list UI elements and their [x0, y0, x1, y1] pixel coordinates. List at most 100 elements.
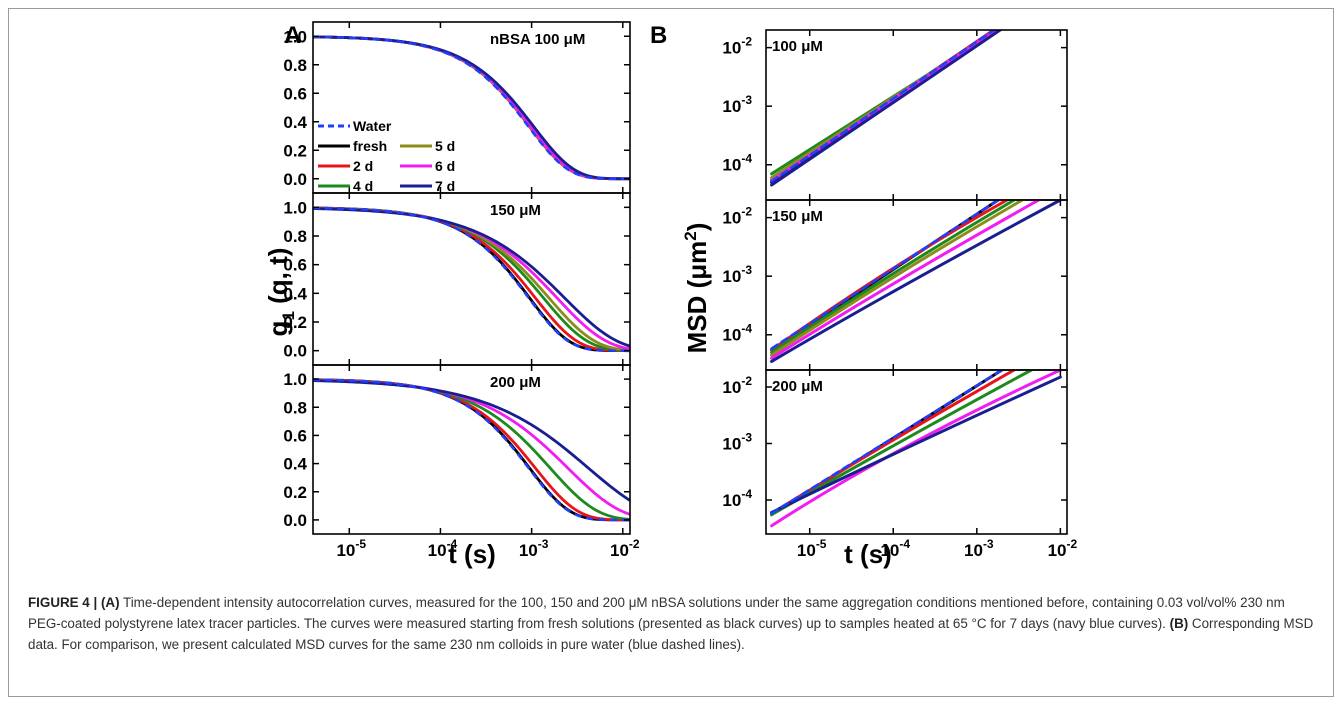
- panel-b-subplot-label-1: 150 μM: [772, 208, 823, 225]
- panel-b-frame-2: [765, 369, 1068, 535]
- panel-b-line-1-6d: [770, 200, 1041, 360]
- caption-b-label: (B): [1169, 616, 1189, 631]
- panel-a-ylabel-g: g: [263, 321, 293, 337]
- panel-a-xtick-label-1: 10-4: [428, 537, 458, 560]
- panel-a-lines-0: [313, 35, 630, 181]
- panel-b-ylabel-sup: 2: [681, 231, 700, 240]
- panel-b-xtick-label-1-exp: -4: [899, 537, 910, 551]
- panel-b-ytick-label-2-2-base: 10: [722, 378, 741, 397]
- panel-b-ytick-label-1-1-exp: -3: [741, 263, 752, 277]
- panel-a-legend-label-6: 7 d: [435, 178, 455, 194]
- panel-a-ytick-label-2-2: 0.4: [283, 455, 307, 474]
- panel-b-xtick-label-2-exp: -3: [983, 537, 994, 551]
- panel-a-line-2-7d: [313, 379, 630, 502]
- panel-b-xtick-label-2: 10-3: [964, 537, 994, 560]
- panel-b-frame-1: [765, 199, 1068, 371]
- panel-a-line-2-6d: [313, 378, 630, 516]
- panel-b-xtick-label-0-base: 10: [797, 541, 816, 560]
- panel-letter-b: B: [650, 22, 667, 49]
- panel-b-line-1-7d: [770, 200, 1062, 363]
- panel-b-line-1-Water: [770, 200, 1000, 350]
- panel-b-ytick-label-0-1: 10-3: [722, 93, 752, 116]
- panel-b-ytick-label-1-0: 10-4: [722, 322, 752, 345]
- panel-a-xtick-label-2-exp: -3: [538, 537, 549, 551]
- panel-a-subplot-1: 0.0 0.2 0.4 0.6 0.8 1.0 150 μM: [283, 192, 631, 366]
- panel-a-xtick-label-3: 10-2: [610, 537, 640, 560]
- panel-a-legend-label-5: 4 d: [353, 178, 373, 194]
- panel-b-ytick-label-0-2-base: 10: [722, 39, 741, 58]
- panel-b-ytick-label-1-0-base: 10: [722, 326, 741, 345]
- panel-a-subplot-label-0: nBSA 100 μM: [490, 31, 585, 48]
- panel-a-ytick-label-0-2: 0.4: [283, 113, 307, 132]
- panel-a-lines-1: [313, 206, 630, 353]
- panel-b-ytick-label-0-0: 10-4: [722, 152, 752, 175]
- panel-a-ytick-label-2-1: 0.2: [283, 483, 307, 502]
- caption-b-text: Corresponding MSD data. For comparison, …: [28, 616, 1314, 652]
- panel-b-subplot-label-0: 100 μM: [772, 38, 823, 55]
- panel-b-xtick-label-3-base: 10: [1048, 541, 1067, 560]
- panel-a-legend-label-1: fresh: [353, 138, 387, 154]
- panel-a-xtick-label-1-exp: -4: [447, 537, 458, 551]
- panel-b-subplot-1: 10-410-310-2 150 μM: [722, 199, 1068, 371]
- panel-b-ytick-label-0-0-base: 10: [722, 156, 741, 175]
- panel-a-lines-2: [313, 378, 630, 522]
- caption-a-label: (A): [100, 595, 120, 610]
- panel-a-xtick-label-0-exp: -5: [355, 537, 366, 551]
- panel-b-ylabel: MSD (μm2): [681, 223, 712, 354]
- panel-b-ytick-label-2-0: 10-4: [722, 487, 752, 510]
- panel-a-line-2-Water: [313, 378, 630, 522]
- panel-a-ytick-label-1-1: 0.2: [283, 313, 307, 332]
- panel-a-ytick-label-0-3: 0.6: [283, 84, 307, 103]
- panel-a-ytick-label-0-0: 0.0: [283, 170, 307, 189]
- panel-a-xtick-label-1-base: 10: [428, 541, 447, 560]
- panel-a-subplot-label-1: 150 μM: [490, 202, 541, 219]
- panel-a-xlabel: t (s): [448, 539, 496, 569]
- panel-b-ytick-label-2-2-exp: -2: [741, 374, 752, 388]
- panel-b-xtick-label-2-base: 10: [964, 541, 983, 560]
- panel-b-xtick-label-1: 10-4: [880, 537, 910, 560]
- panel-b-line-1-4d: [770, 200, 1016, 354]
- caption-a-text: Time-dependent intensity autocorrelation…: [28, 595, 1285, 631]
- panel-a-ytick-label-0-4: 0.8: [283, 56, 307, 75]
- panel-b-line-0-7d: [770, 30, 1002, 187]
- panel-b-lines-2: [770, 370, 1062, 528]
- panel-a-legend-label-0: Water: [353, 118, 392, 134]
- panel-b-ytick-label-1-2-base: 10: [722, 209, 741, 228]
- panel-b-ytick-label-2-1: 10-3: [722, 430, 752, 453]
- panel-b-subplot-2: 10-410-310-2 200 μM: [722, 369, 1068, 535]
- panel-a-line-0-Water: [313, 35, 630, 181]
- panel-a-ytick-label-1-4: 0.8: [283, 227, 307, 246]
- panel-b-line-0-Water: [770, 30, 996, 183]
- panel-b-line-2-7d: [770, 375, 1062, 515]
- panel-a-ylabel: g1 (q, t): [263, 248, 298, 337]
- panel-b-xtick-label-0-exp: -5: [816, 537, 827, 551]
- panel-b-ytick-label-0-2-exp: -2: [741, 35, 752, 49]
- panel-a-subplot-2: 0.0 0.2 0.4 0.6 0.8 1.0 200 μM: [283, 364, 631, 535]
- panel-b-ytick-label-2-0-exp: -4: [741, 487, 752, 501]
- panel-letter-a: A: [284, 22, 301, 49]
- panel-b-ytick-label-1-2-exp: -2: [741, 205, 752, 219]
- panel-a-xtick-label-2-base: 10: [519, 541, 538, 560]
- panel-b-ytick-label-2-2: 10-2: [722, 374, 752, 397]
- panel-b-ytick-label-0-0-exp: -4: [741, 152, 752, 166]
- panel-a-ytick-label-0-1: 0.2: [283, 141, 307, 160]
- panel-b-ytick-label-2-0-base: 10: [722, 491, 741, 510]
- panel-a-ytick-label-2-3: 0.6: [283, 426, 307, 445]
- panel-a-ytick-label-1-2: 0.4: [283, 284, 307, 303]
- panel-a-ytick-label-1-5: 1.0: [283, 198, 307, 217]
- panel-a-legend-label-2: 5 d: [435, 138, 455, 154]
- panel-b-lines-1: [770, 200, 1062, 363]
- panel-b-ytick-label-1-2: 10-2: [722, 205, 752, 228]
- figure-svg: A B t (s) t (s) g1 (q, t) MSD (μm2) 0.0 0…: [263, 21, 1078, 569]
- panel-b-ylabel-main: MSD (μm: [682, 241, 712, 354]
- panel-a-legend-label-4: 6 d: [435, 158, 455, 174]
- panel-a-xtick-label-3-base: 10: [610, 541, 629, 560]
- panel-a-legend: Water fresh 5 d 2 d 6 d 4 d 7 d: [318, 118, 455, 194]
- panel-a-xtick-label-3-exp: -2: [629, 537, 640, 551]
- panel-a-line-1-Water: [313, 206, 630, 352]
- panel-b-ytick-label-1-0-exp: -4: [741, 322, 752, 336]
- panel-b-xtick-label-3-exp: -2: [1067, 537, 1078, 551]
- panel-a-xtick-label-0: 10-5: [336, 537, 366, 560]
- plot-area: 0.00.20.40.60.81.0 nBSA 100 μM0.00.20.40.…: [283, 21, 1078, 560]
- panel-b-xlabel: t (s): [844, 539, 892, 569]
